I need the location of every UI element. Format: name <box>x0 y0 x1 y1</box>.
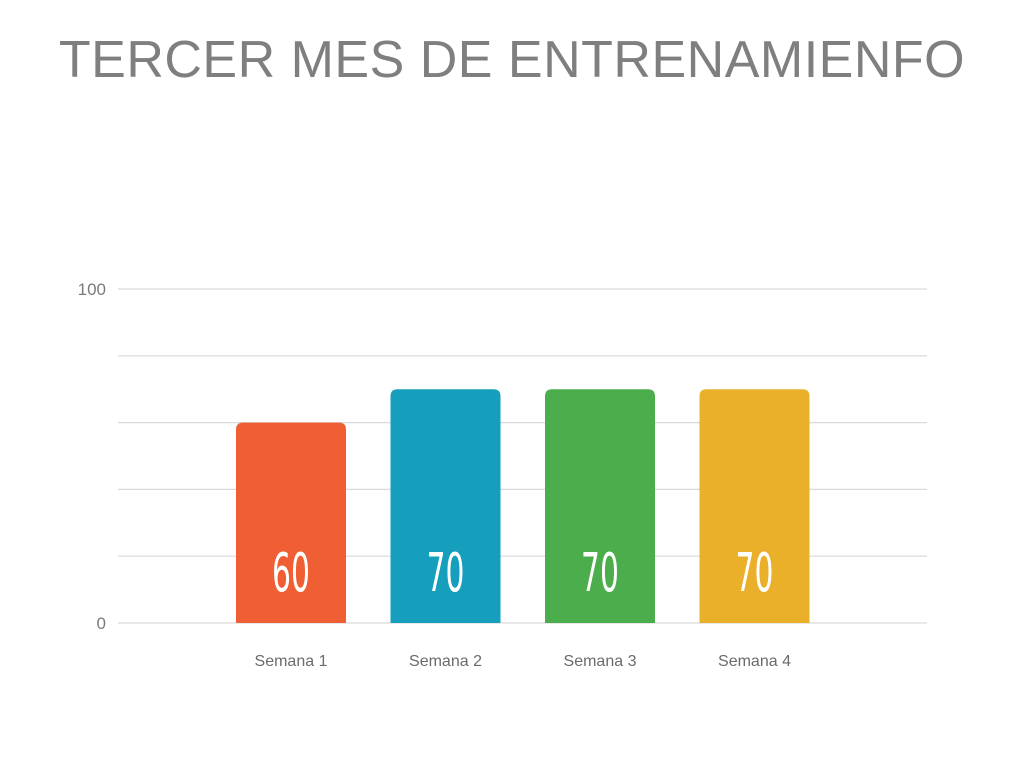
x-tick-label: Semana 4 <box>718 653 791 670</box>
bar-semana-4 <box>699 389 810 623</box>
bar-semana-3 <box>545 389 655 623</box>
bars <box>236 389 810 623</box>
x-tick-label: Semana 3 <box>564 653 637 670</box>
y-tick-label: 0 <box>97 614 106 633</box>
data-label: 70 <box>736 543 774 605</box>
x-tick-label: Semana 1 <box>255 653 328 670</box>
data-label: 70 <box>581 543 619 605</box>
data-labels: 60 70 70 70 <box>272 543 773 605</box>
data-label: 60 <box>272 543 310 605</box>
bar-semana-2 <box>390 389 501 623</box>
chart-title: TERCER MES DE ENTRENAMIENFO <box>58 31 966 89</box>
data-label: 70 <box>427 543 465 605</box>
x-tick-label: Semana 2 <box>409 653 482 670</box>
y-axis-ticks: 0 100 <box>78 280 106 633</box>
y-tick-label: 100 <box>78 280 106 299</box>
bar-semana-1 <box>236 422 346 623</box>
x-axis-ticks: Semana 1 Semana 2 Semana 3 Semana 4 <box>255 653 792 670</box>
